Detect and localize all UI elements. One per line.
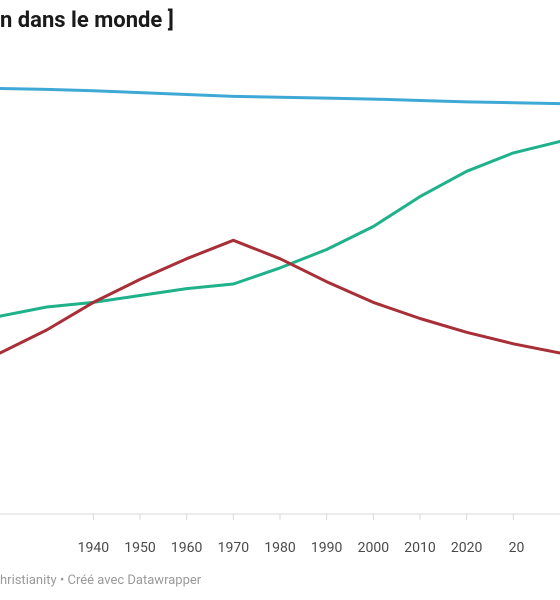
x-tick-label: 1970	[218, 540, 249, 556]
x-tick-label: 20	[509, 540, 525, 556]
plot-area	[0, 44, 560, 524]
line-series-blue	[0, 89, 560, 104]
line-series-teal	[0, 141, 560, 316]
chart-svg	[0, 44, 560, 524]
x-tick-label: 1960	[171, 540, 202, 556]
chart-title: n dans le monde ]	[0, 8, 174, 33]
x-tick-label: 1950	[124, 540, 155, 556]
chart-container: n dans le monde ] 1940 1950 1960 1970 1980 19…	[0, 0, 560, 600]
source-credit: hristianity • Créé avec Datawrapper	[0, 573, 201, 588]
x-tick-label: 2010	[404, 540, 435, 556]
x-tick-label: 2000	[358, 540, 389, 556]
x-tick-label: 2020	[451, 540, 482, 556]
x-tick-label: 1980	[264, 540, 295, 556]
x-tick-label: 1990	[311, 540, 342, 556]
x-tick-label: 1940	[78, 540, 109, 556]
line-series-red	[0, 240, 560, 353]
